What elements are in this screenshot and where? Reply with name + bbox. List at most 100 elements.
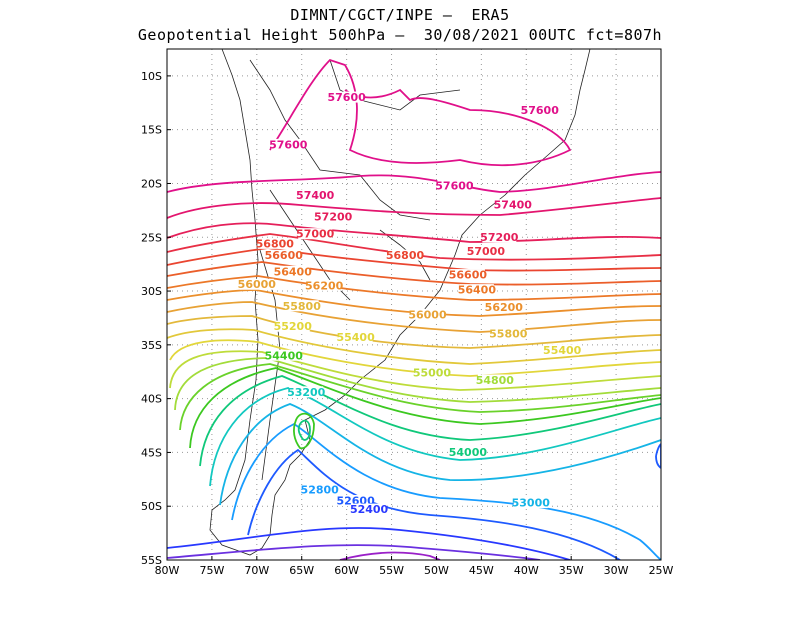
contour-label-background	[284, 300, 319, 312]
contour-line	[219, 403, 661, 506]
contour-label: 55000	[413, 366, 452, 379]
contour-label: 52800	[301, 484, 340, 497]
axis-ticks: 80W 75W 70W 65W 60W 55W 50W 45W 40W 35W 30W 25W 10S 1…	[141, 70, 674, 577]
contour-line	[231, 422, 661, 560]
contour-label-background	[239, 278, 274, 290]
contour-line	[167, 328, 661, 365]
contour-label-background	[482, 231, 517, 243]
contour-label-background	[522, 104, 557, 116]
contour-label-background	[275, 320, 310, 332]
contour-line	[655, 442, 661, 470]
contour-label-background	[410, 308, 445, 320]
contour-line	[174, 357, 661, 411]
height-contours	[167, 58, 661, 560]
contour-line	[167, 171, 661, 193]
contour-label: 54000	[449, 446, 488, 459]
contour-label-background	[495, 199, 530, 211]
y-tick-label: 25S	[141, 231, 162, 244]
contour-label: 57000	[296, 228, 335, 241]
contour-label: 57400	[494, 199, 533, 212]
contour-line	[167, 289, 661, 317]
contour-line	[189, 367, 661, 449]
contour-label: 53000	[512, 497, 551, 510]
y-tick-label: 45S	[141, 446, 162, 459]
contour-line	[339, 551, 441, 560]
x-tick-label: 70W	[244, 564, 269, 577]
contour-line	[199, 375, 661, 467]
contour-label-background	[298, 189, 333, 201]
contour-line	[293, 412, 315, 450]
contour-label-background	[545, 344, 580, 356]
contour-label-background	[266, 249, 301, 261]
contour-label: 56400	[458, 284, 497, 297]
contour-label: 57600	[435, 179, 474, 192]
contour-label: 54400	[265, 349, 304, 362]
contour-label-background	[459, 284, 494, 296]
y-tick-label: 20S	[141, 177, 162, 190]
contour-line	[169, 339, 661, 377]
contour-line	[167, 261, 661, 286]
contour-line	[167, 233, 661, 261]
contour-label-background	[338, 494, 373, 506]
contour-line	[167, 222, 661, 243]
x-tick-label: 55W	[379, 564, 404, 577]
contour-label: 56200	[305, 279, 344, 292]
contour-line	[167, 275, 661, 301]
contour-labels: 57600 57600 57600 57600 57400 57400 57200 57200…	[238, 91, 582, 516]
contour-label: 55400	[543, 344, 582, 357]
contour-label-background	[257, 237, 292, 249]
contour-label-background	[329, 91, 364, 103]
contour-label-background	[338, 331, 373, 343]
contour-label: 56600	[265, 249, 304, 262]
contour-label: 57400	[296, 189, 335, 202]
y-tick-label: 50S	[141, 500, 162, 513]
contour-label-background	[414, 366, 449, 378]
contour-label: 57600	[327, 91, 366, 104]
contour-label: 55800	[489, 328, 528, 341]
contour-line	[167, 301, 661, 333]
x-tick-label: 25W	[649, 564, 674, 577]
contour-label-background	[298, 228, 333, 240]
country-border-1	[329, 59, 461, 111]
contour-label-background	[450, 446, 485, 458]
y-tick-label: 10S	[141, 70, 162, 83]
contour-label-background	[271, 138, 306, 150]
contour-label: 57000	[467, 245, 506, 258]
contour-line	[167, 247, 661, 272]
contour-label-background	[289, 386, 324, 398]
y-tick-label: 15S	[141, 124, 162, 137]
contour-label: 53200	[287, 386, 326, 399]
contour-label-background	[266, 349, 301, 361]
y-tick-label: 30S	[141, 285, 162, 298]
contour-label-background	[352, 503, 387, 515]
contour-line	[167, 315, 661, 349]
y-tick-label: 40S	[141, 393, 162, 406]
y-tick-label: 55S	[141, 554, 162, 567]
y-tick-label: 35S	[141, 339, 162, 352]
contour-line	[269, 58, 572, 167]
contour-label-background	[316, 210, 351, 222]
x-tick-label: 65W	[289, 564, 314, 577]
map-title-line-2: Geopotential Height 500hPa – 30/08/2021 …	[137, 26, 663, 44]
contour-label-background	[437, 179, 472, 191]
contour-label: 56400	[274, 265, 313, 278]
contour-line	[167, 527, 571, 560]
x-tick-label: 80W	[155, 564, 180, 577]
contour-label-background	[491, 328, 526, 340]
contour-label-background	[450, 269, 485, 281]
contour-label: 56000	[408, 308, 447, 321]
contour-label: 57200	[480, 231, 519, 244]
x-tick-label: 60W	[334, 564, 359, 577]
contour-label: 56600	[449, 269, 488, 282]
contour-line	[297, 419, 311, 441]
x-tick-label: 45W	[469, 564, 494, 577]
contour-label-background	[486, 301, 521, 313]
x-tick-label: 40W	[514, 564, 539, 577]
contour-label-background	[477, 374, 512, 386]
map-frame	[166, 48, 662, 561]
x-tick-label: 30W	[604, 564, 629, 577]
contour-line	[169, 350, 661, 391]
contour-line	[167, 197, 661, 219]
contour-label: 56200	[485, 301, 524, 314]
